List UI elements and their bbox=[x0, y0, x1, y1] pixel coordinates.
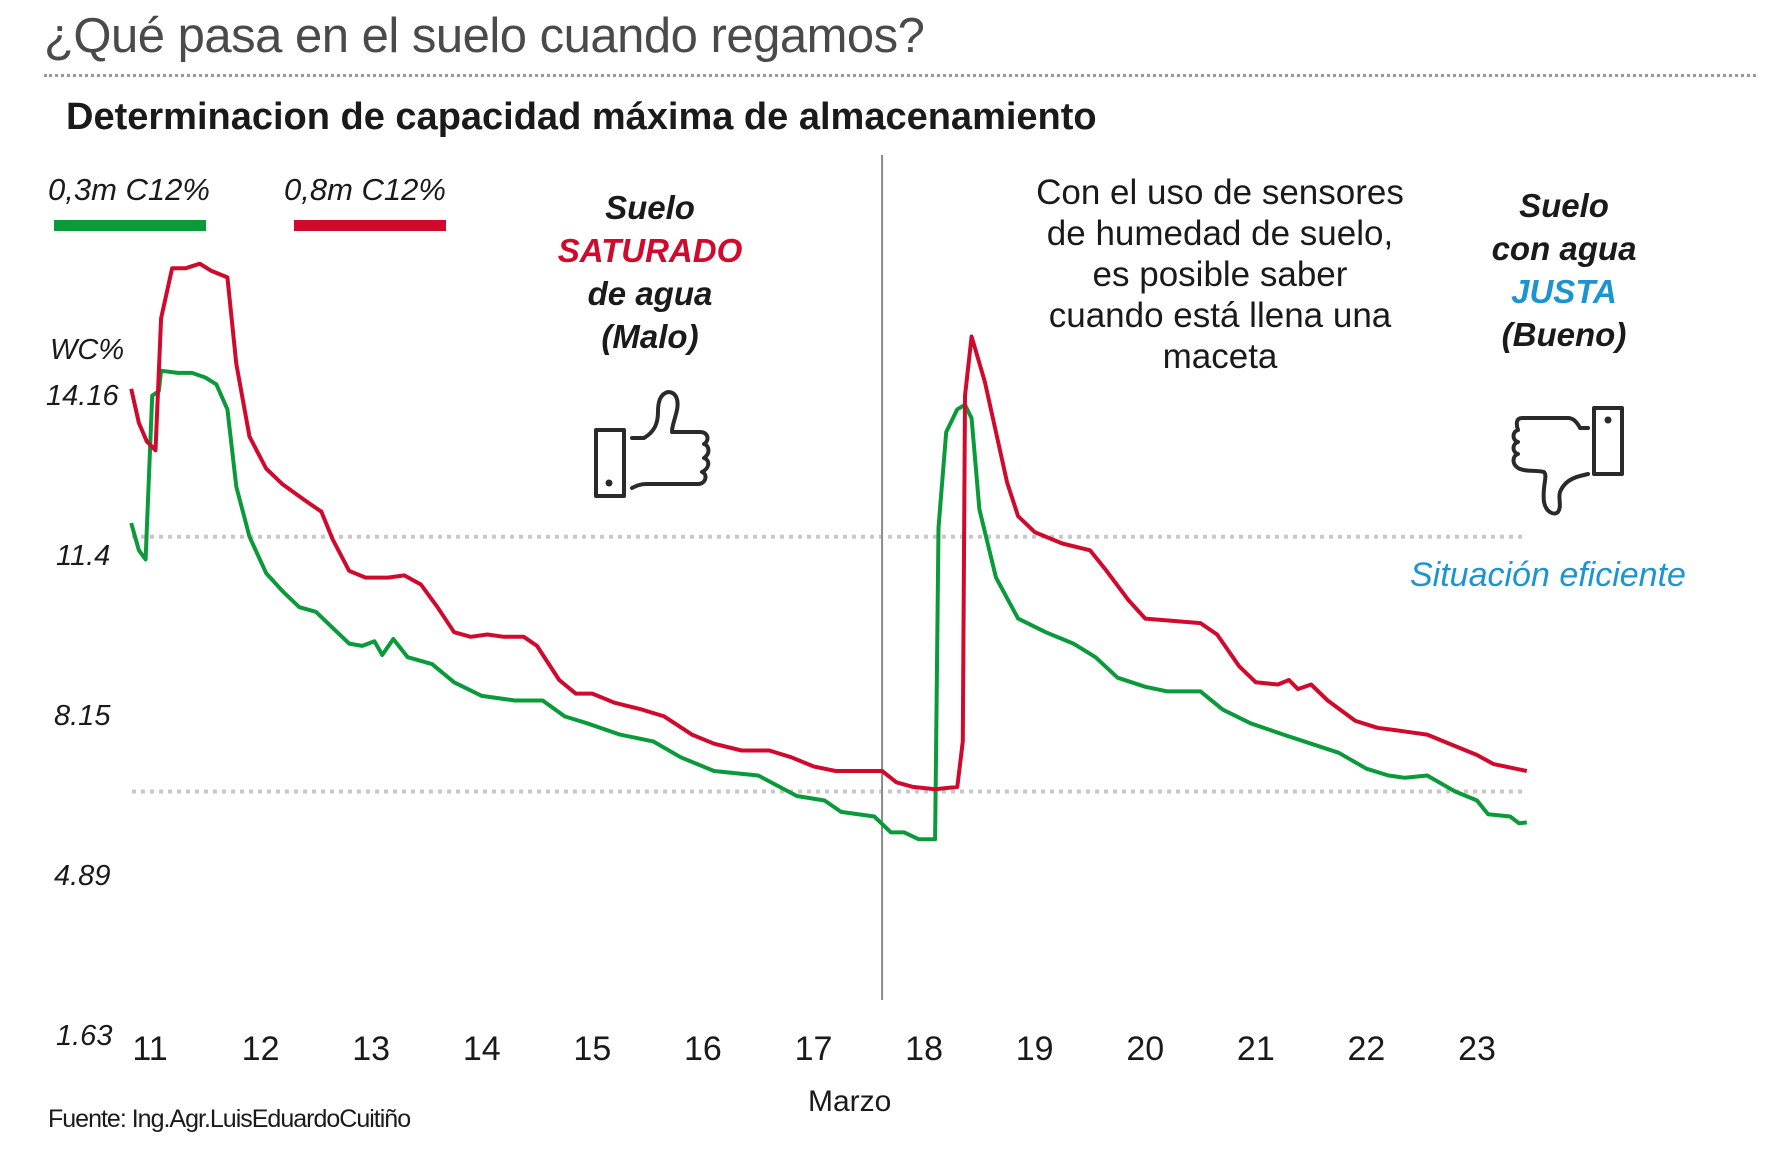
annotation-text: es posible saber bbox=[1092, 255, 1348, 294]
annotation-text: de humedad de suelo, bbox=[1046, 214, 1394, 253]
x-tick-label: 20 bbox=[1126, 1030, 1165, 1068]
series-line-green bbox=[129, 368, 1528, 842]
x-tick-label: 11 bbox=[132, 1030, 168, 1068]
x-tick-label: 16 bbox=[683, 1030, 722, 1068]
legend-label: 0,8m C12% bbox=[284, 172, 446, 207]
x-tick-label: 17 bbox=[794, 1030, 833, 1068]
x-tick-label: 22 bbox=[1347, 1030, 1386, 1068]
x-tick-label: 15 bbox=[573, 1030, 612, 1068]
y-tick-label: 1.63 bbox=[56, 1020, 113, 1052]
x-tick-label: 14 bbox=[462, 1030, 501, 1068]
y-tick-label: 11.4 bbox=[56, 540, 111, 572]
annotation-text: maceta bbox=[1162, 337, 1278, 376]
efficient-situation-label: Situación eficiente bbox=[1410, 556, 1686, 594]
annotation-text: de agua bbox=[587, 275, 713, 312]
annotation-text: Suelo bbox=[605, 189, 695, 226]
x-tick-label: 21 bbox=[1236, 1030, 1275, 1068]
annotation-text: (Bueno) bbox=[1501, 316, 1627, 353]
annotation-text: Con el uso de sensores bbox=[1036, 173, 1404, 212]
y-tick-label: 14.16 bbox=[46, 380, 119, 412]
legend-swatch-red bbox=[294, 220, 446, 231]
annotation-highlight-blue: JUSTA bbox=[1511, 273, 1617, 310]
title-divider bbox=[44, 74, 1756, 77]
y-axis-label: WC% bbox=[50, 334, 125, 366]
x-tick-label: 19 bbox=[1015, 1030, 1054, 1068]
annotation-sensors: Con el uso de sensores de humedad de sue… bbox=[1000, 172, 1440, 377]
chart-subtitle: Determinacion de capacidad máxima de alm… bbox=[66, 96, 1097, 138]
x-tick-label: 13 bbox=[352, 1030, 391, 1068]
y-tick-label: 8.15 bbox=[54, 700, 111, 732]
x-tick-label: 12 bbox=[241, 1030, 280, 1068]
annotation-text: (Malo) bbox=[601, 318, 699, 355]
page-title: ¿Qué pasa en el suelo cuando regamos? bbox=[44, 9, 925, 63]
annotation-highlight-red: SATURADO bbox=[557, 232, 743, 269]
thumbs-down-icon bbox=[1511, 406, 1624, 516]
legend-label: 0,3m C12% bbox=[48, 172, 210, 207]
legend-swatch-green bbox=[54, 220, 206, 231]
source-credit: Fuente: Ing.Agr.LuisEduardoCuitiño bbox=[48, 1105, 411, 1133]
annotation-saturated: Suelo SATURADO de agua (Malo) bbox=[540, 186, 760, 358]
annotation-text: cuando está llena una bbox=[1048, 296, 1392, 335]
legend-item-green: 0,3m C12% bbox=[48, 172, 210, 231]
annotation-text: Suelo bbox=[1519, 187, 1609, 224]
annotation-just: Suelo con agua JUSTA (Bueno) bbox=[1464, 184, 1664, 356]
series-line-red bbox=[129, 261, 1528, 792]
x-axis-label: Marzo bbox=[808, 1085, 892, 1118]
annotation-text: con agua bbox=[1491, 230, 1637, 267]
x-tick-label: 18 bbox=[905, 1030, 943, 1068]
y-tick-label: 4.89 bbox=[54, 860, 111, 892]
x-tick-label: 23 bbox=[1458, 1030, 1496, 1068]
thumbs-up-icon bbox=[594, 390, 711, 498]
legend-item-red: 0,8m C12% bbox=[284, 172, 446, 231]
